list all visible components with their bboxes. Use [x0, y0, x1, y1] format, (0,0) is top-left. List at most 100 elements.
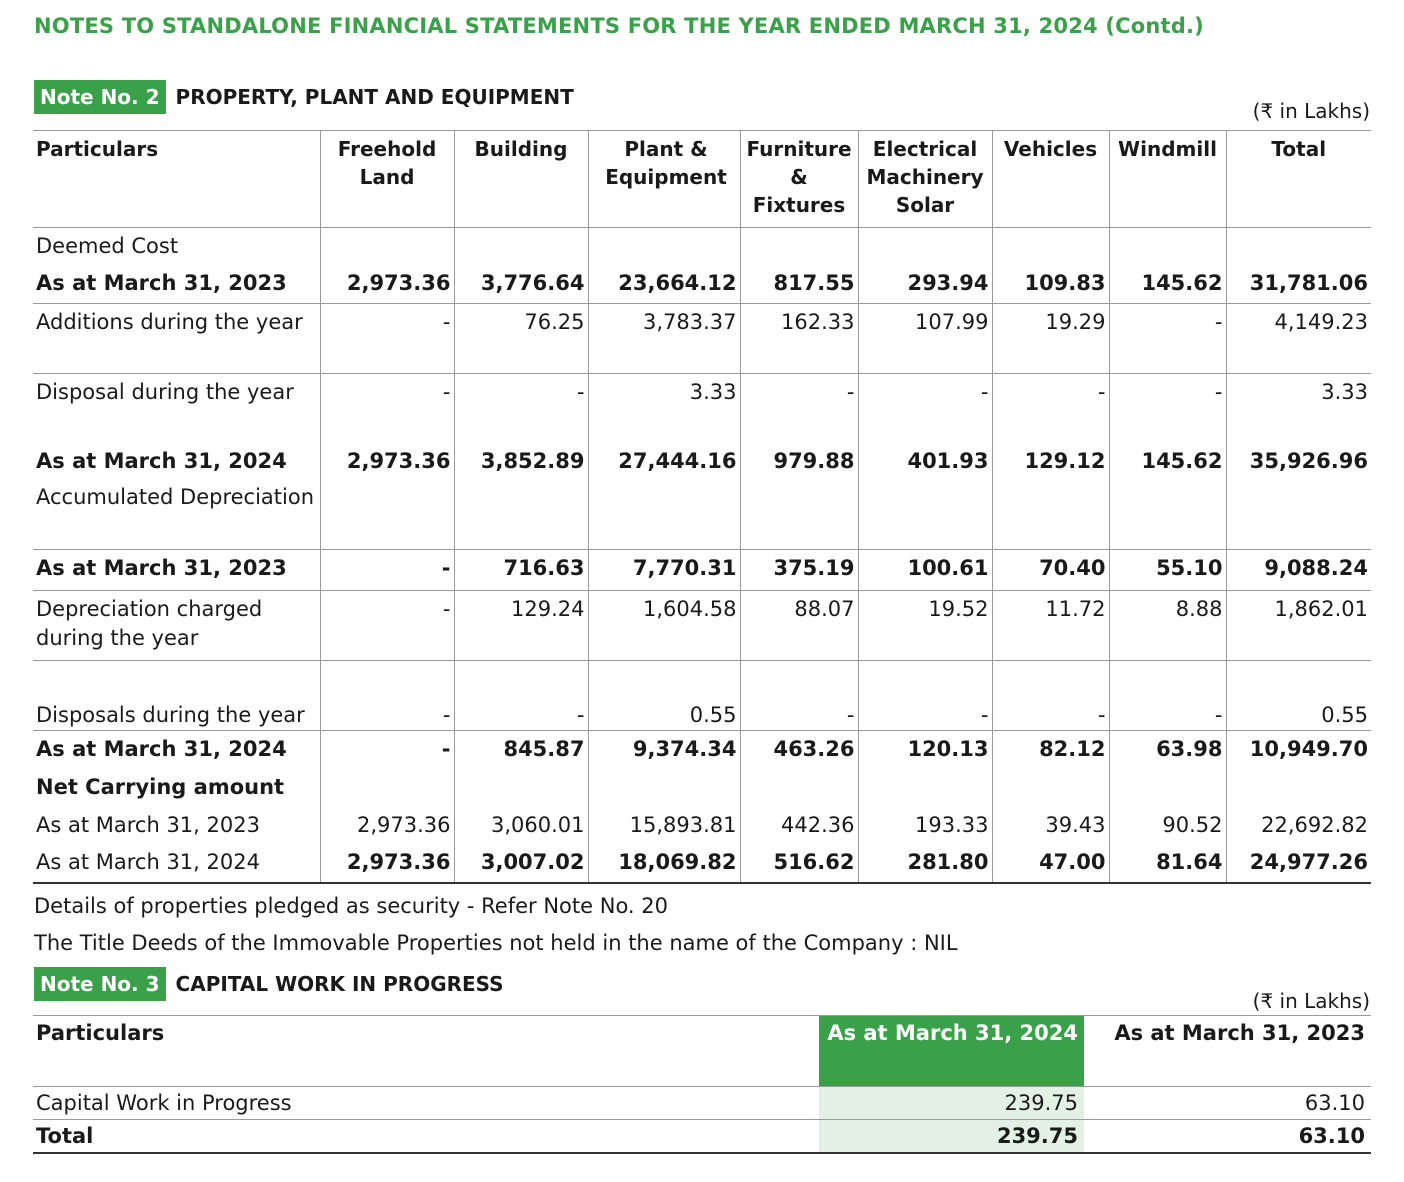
ppe-row: As at March 31, 2024 2,973.36 3,007.02 18,0…	[33, 844, 1371, 884]
ppe-row-label: Disposals during the year	[33, 660, 320, 731]
note-2-title: PROPERTY, PLANT AND EQUIPMENT	[175, 85, 574, 109]
ppe-cell	[319, 769, 454, 807]
ppe-row: Depreciation charged during the year -129…	[33, 590, 1371, 661]
ppe-cell: 31,781.06	[1225, 265, 1371, 304]
ppe-cell: 0.55	[1225, 660, 1371, 731]
ppe-row-label: As at March 31, 2024	[36, 449, 287, 473]
ppe-cell: 3.33	[1225, 373, 1371, 443]
ppe-cell	[453, 481, 588, 550]
cwip-table: Particulars As at March 31, 2024 As at M…	[33, 1015, 1371, 1154]
col-header-windmill: Windmill	[1108, 130, 1226, 228]
col-header-plant-equipment: Plant & Equipment	[587, 130, 740, 228]
ppe-cell: -	[1108, 373, 1226, 443]
ppe-cell	[587, 227, 740, 265]
col-header-freehold-land: Freehold Land	[319, 130, 454, 228]
ppe-cell	[739, 769, 858, 807]
ppe-cell: 2,973.36	[319, 265, 454, 304]
ppe-row-label: As at March 31, 2023	[36, 813, 260, 837]
cwip-row-label: Capital Work in Progress	[33, 1086, 819, 1120]
ppe-cell	[991, 481, 1109, 550]
ppe-cell: 516.62	[739, 844, 858, 884]
ppe-row-label: As at March 31, 2023	[33, 265, 320, 304]
ppe-cell: -	[319, 660, 454, 731]
ppe-cell	[1108, 481, 1226, 550]
ppe-row-label: As at March 31, 2024	[36, 737, 287, 761]
ppe-cell: 979.88	[739, 443, 858, 481]
ppe-cell	[453, 769, 588, 807]
ppe-cell: 2,973.36	[319, 443, 454, 481]
ppe-cell: -	[319, 590, 454, 661]
ppe-cell: 145.62	[1108, 443, 1226, 481]
ppe-cell: -	[453, 373, 588, 443]
ppe-cell: 845.87	[453, 730, 588, 769]
ppe-cell: 3,060.01	[453, 807, 588, 844]
note-3-unit: (₹ in Lakhs)	[1252, 989, 1370, 1013]
ppe-cell: 19.29	[991, 303, 1109, 374]
ppe-cell: 55.10	[1108, 549, 1226, 591]
ppe-cell: 281.80	[857, 844, 992, 884]
col-header-furniture-fixtures: Furniture & Fixtures	[739, 130, 858, 228]
ppe-cell: -	[453, 660, 588, 731]
title-deeds-note: The Title Deeds of the Immovable Propert…	[34, 931, 958, 955]
ppe-cell: 10,949.70	[1225, 730, 1371, 769]
col-header-particulars: Particulars	[33, 130, 320, 228]
ppe-header-row: Particulars Freehold Land Building Plant…	[33, 130, 1371, 228]
ppe-cell: -	[319, 303, 454, 374]
cwip-value-2023: 63.10	[1084, 1086, 1371, 1120]
ppe-cell: 129.24	[453, 590, 588, 661]
ppe-cell	[1108, 769, 1226, 807]
ppe-cell	[587, 769, 740, 807]
ppe-cell: 23,664.12	[587, 265, 740, 304]
ppe-row-label: As at March 31, 2024	[33, 844, 320, 884]
ppe-cell: 22,692.82	[1225, 807, 1371, 844]
ppe-cell: 63.98	[1108, 730, 1226, 769]
ppe-cell	[739, 227, 858, 265]
ppe-cell: 82.12	[991, 730, 1109, 769]
ppe-row-label: Disposal during the year	[36, 380, 294, 404]
ppe-cell: -	[319, 730, 454, 769]
ppe-row: Additions during the year -76.25 3,783.37 1…	[33, 303, 1371, 374]
ppe-cell	[739, 481, 858, 550]
page-title: NOTES TO STANDALONE FINANCIAL STATEMENTS…	[34, 14, 1204, 38]
cwip-total-2024: 239.75	[819, 1119, 1084, 1154]
ppe-cell	[857, 481, 992, 550]
ppe-row: As at March 31, 2024 -845.87 9,374.34 463.2…	[33, 730, 1371, 769]
ppe-cell	[1108, 227, 1226, 265]
ppe-cell: 162.33	[739, 303, 858, 374]
ppe-cell	[857, 769, 992, 807]
ppe-cell: 9,088.24	[1225, 549, 1371, 591]
ppe-cell: 817.55	[739, 265, 858, 304]
ppe-row: As at March 31, 2024 2,973.36 3,852.89 27,4…	[33, 443, 1371, 481]
ppe-cell	[1225, 227, 1371, 265]
ppe-cell	[991, 227, 1109, 265]
ppe-cell: 442.36	[739, 807, 858, 844]
cwip-total-label: Total	[33, 1119, 819, 1154]
ppe-cell: -	[857, 660, 992, 731]
ppe-row-label: Net Carrying amount	[36, 775, 285, 799]
cwip-col-header-2023: As at March 31, 2023	[1084, 1015, 1371, 1087]
note-3-heading: Note No. 3 CAPITAL WORK IN PROGRESS	[34, 967, 504, 1001]
ppe-cell: 76.25	[453, 303, 588, 374]
ppe-cell: 4,149.23	[1225, 303, 1371, 374]
ppe-cell: 293.94	[857, 265, 992, 304]
ppe-cell: -	[1108, 660, 1226, 731]
ppe-cell: 109.83	[991, 265, 1109, 304]
ppe-cell: -	[991, 660, 1109, 731]
ppe-row-label: Additions during the year	[33, 303, 320, 374]
ppe-row-label: Deemed Cost	[36, 234, 179, 258]
cwip-header-row: Particulars As at March 31, 2024 As at M…	[33, 1015, 1371, 1087]
ppe-cell: 9,374.34	[587, 730, 740, 769]
ppe-cell: -	[1108, 303, 1226, 374]
ppe-cell: 2,973.36	[319, 807, 454, 844]
ppe-cell: 70.40	[991, 549, 1109, 591]
ppe-cell: 193.33	[857, 807, 992, 844]
ppe-row: Disposals during the year - -0.55- - - -0.55	[33, 660, 1371, 731]
ppe-cell: 81.64	[1108, 844, 1226, 884]
ppe-cell	[319, 227, 454, 265]
ppe-cell: 47.00	[991, 844, 1109, 884]
ppe-cell	[319, 481, 454, 550]
ppe-cell: 145.62	[1108, 265, 1226, 304]
ppe-cell: 463.26	[739, 730, 858, 769]
ppe-row: Deemed Cost	[33, 227, 1371, 265]
col-header-electrical-machinery-solar: Electrical Machinery Solar	[857, 130, 992, 228]
